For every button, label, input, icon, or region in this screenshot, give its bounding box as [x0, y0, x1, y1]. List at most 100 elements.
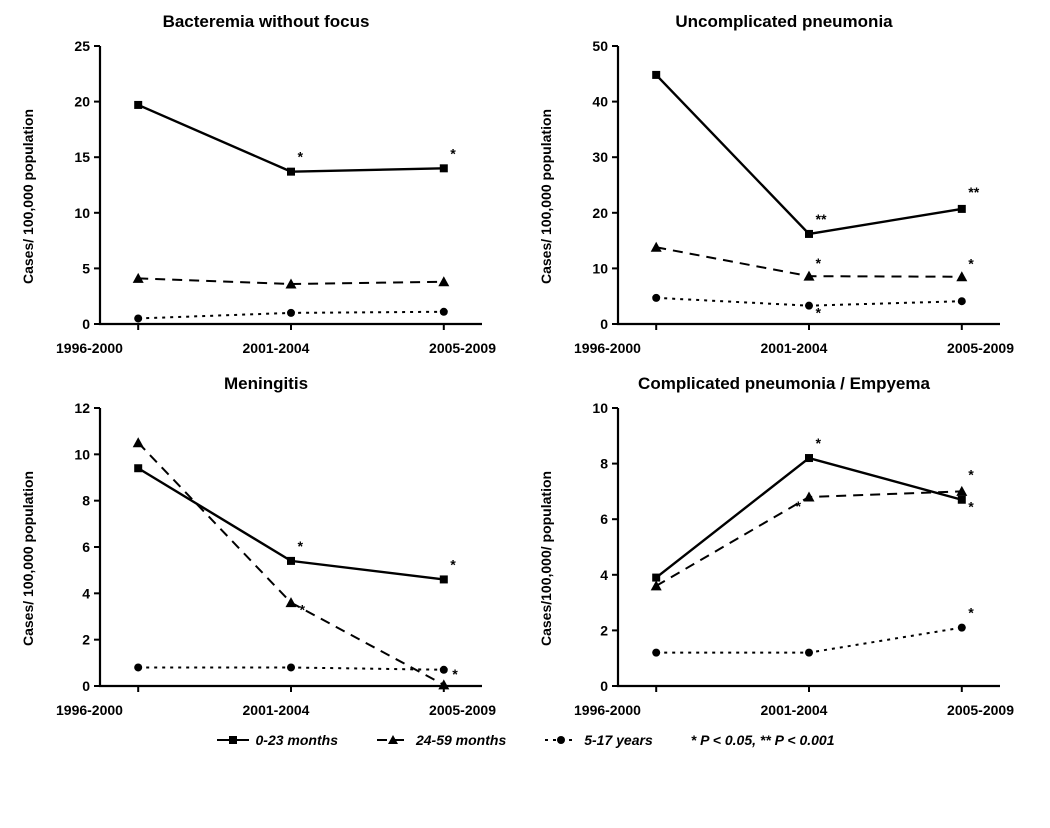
axes — [100, 408, 482, 686]
axes — [618, 408, 1000, 686]
y-tick-label: 12 — [74, 400, 90, 416]
legend-item: 24-59 months — [376, 732, 506, 748]
marker-s0 — [805, 230, 813, 238]
plot-svg: 0510152025** — [38, 36, 514, 336]
panel-title: Meningitis — [18, 374, 514, 394]
marker-s0 — [652, 71, 660, 79]
x-tick-label: 2001-2004 — [761, 702, 828, 718]
marker-s2 — [958, 297, 966, 305]
chart-wrap: Cases/ 100,000 population024681012****19… — [18, 398, 514, 718]
y-tick-label: 50 — [592, 38, 608, 54]
x-tick-label: 1996-2000 — [574, 340, 641, 356]
marker-s0 — [958, 496, 966, 504]
y-tick-label: 20 — [74, 94, 90, 110]
sig-mark: * — [968, 256, 974, 272]
x-tick-label: 2005-2009 — [947, 340, 1014, 356]
chart-panel-complicated: Complicated pneumonia / Empyema Cases/100… — [536, 374, 1032, 718]
y-tick-label: 0 — [600, 678, 608, 694]
y-tick-label: 8 — [82, 493, 90, 509]
y-tick-label: 40 — [592, 94, 608, 110]
sig-mark: * — [968, 466, 974, 482]
x-tick-label: 2005-2009 — [429, 702, 496, 718]
y-tick-label: 0 — [82, 678, 90, 694]
marker-s2 — [440, 308, 448, 316]
y-axis-label: Cases/ 100,000 population — [536, 36, 556, 356]
marker-s0 — [958, 205, 966, 213]
y-tick-label: 6 — [82, 539, 90, 555]
x-tick-labels: 1996-2000 2001-2004 2005-2009 — [556, 336, 1032, 356]
y-tick-label: 4 — [600, 567, 608, 583]
x-tick-label: 1996-2000 — [56, 340, 123, 356]
sig-mark: ** — [815, 211, 826, 227]
y-tick-label: 5 — [82, 260, 90, 276]
chart-wrap: Cases/100,000/ population0246810*****199… — [536, 398, 1032, 718]
marker-s2 — [958, 624, 966, 632]
plot-svg: 0 2 4 6 8 10 12 * * * * — [38, 398, 514, 698]
marker-s1 — [804, 491, 815, 501]
sig-mark: * — [452, 666, 458, 682]
sig-mark: * — [297, 149, 303, 165]
x-tick-label: 2001-2004 — [243, 702, 310, 718]
marker-s0 — [134, 101, 142, 109]
marker-s0 — [287, 168, 295, 176]
legend-swatch — [544, 733, 578, 747]
y-tick-label: 10 — [74, 205, 90, 221]
marker-s2 — [652, 649, 660, 657]
marker-s1 — [651, 580, 662, 590]
marker-s2 — [287, 663, 295, 671]
y-tick-label: 6 — [600, 511, 608, 527]
plot-svg: 0246810***** — [556, 398, 1032, 698]
chart-grid: Bacteremia without focus Cases/ 100,000 p… — [0, 0, 1050, 724]
y-tick-label: 2 — [82, 632, 90, 648]
y-tick-label: 10 — [74, 446, 90, 462]
y-tick-label: 30 — [592, 149, 608, 165]
plot-svg: 01020304050******* — [556, 36, 1032, 336]
sig-mark: * — [815, 435, 821, 451]
chart-wrap: Cases/ 100,000 population0510152025**199… — [18, 36, 514, 356]
marker-s1 — [438, 679, 449, 689]
sig-mark: * — [299, 602, 305, 618]
x-tick-labels: 1996-20002001-20042005-2009 — [556, 698, 1032, 718]
marker-s2 — [440, 666, 448, 674]
legend-swatch — [376, 733, 410, 747]
chart-wrap: Cases/ 100,000 population01020304050****… — [536, 36, 1032, 356]
y-tick-label: 2 — [600, 622, 608, 638]
legend-item: 5-17 years — [544, 732, 653, 748]
y-tick-label: 10 — [592, 400, 608, 416]
x-tick-label: 1996-2000 — [574, 702, 641, 718]
marker-s2 — [805, 649, 813, 657]
panel-title: Complicated pneumonia / Empyema — [536, 374, 1032, 394]
sig-mark: * — [968, 499, 974, 515]
y-tick-label: 0 — [600, 316, 608, 332]
marker-s2 — [805, 302, 813, 310]
legend-item: 0-23 months — [216, 732, 338, 748]
legend-marker — [229, 736, 237, 744]
marker-s2 — [134, 314, 142, 322]
panel-title: Uncomplicated pneumonia — [536, 12, 1032, 32]
y-tick-label: 25 — [74, 38, 90, 54]
marker-s0 — [440, 575, 448, 583]
marker-s2 — [652, 294, 660, 302]
y-tick-label: 10 — [592, 260, 608, 276]
marker-s0 — [652, 574, 660, 582]
x-tick-labels: 1996-20002001-20042005-2009 — [38, 698, 514, 718]
x-tick-label: 2001-2004 — [761, 340, 828, 356]
y-tick-label: 4 — [82, 585, 90, 601]
axes — [618, 46, 1000, 324]
legend: 0-23 months24-59 months5-17 years* P < 0… — [0, 724, 1050, 764]
sig-mark: * — [450, 556, 456, 572]
marker-s0 — [134, 464, 142, 472]
series-line-s1 — [656, 491, 962, 586]
y-tick-label: 0 — [82, 316, 90, 332]
sig-mark: * — [297, 538, 303, 554]
x-tick-labels: 1996-20002001-20042005-2009 — [38, 336, 514, 356]
y-axis-label: Cases/100,000/ population — [536, 398, 556, 718]
sig-mark: * — [968, 605, 974, 621]
panel-title: Bacteremia without focus — [18, 12, 514, 32]
sig-mark: * — [815, 305, 821, 321]
marker-s0 — [805, 454, 813, 462]
marker-s1 — [286, 597, 297, 607]
legend-label: 0-23 months — [256, 732, 338, 748]
y-axis-label: Cases/ 100,000 population — [18, 398, 38, 718]
sig-mark: * — [815, 255, 821, 271]
